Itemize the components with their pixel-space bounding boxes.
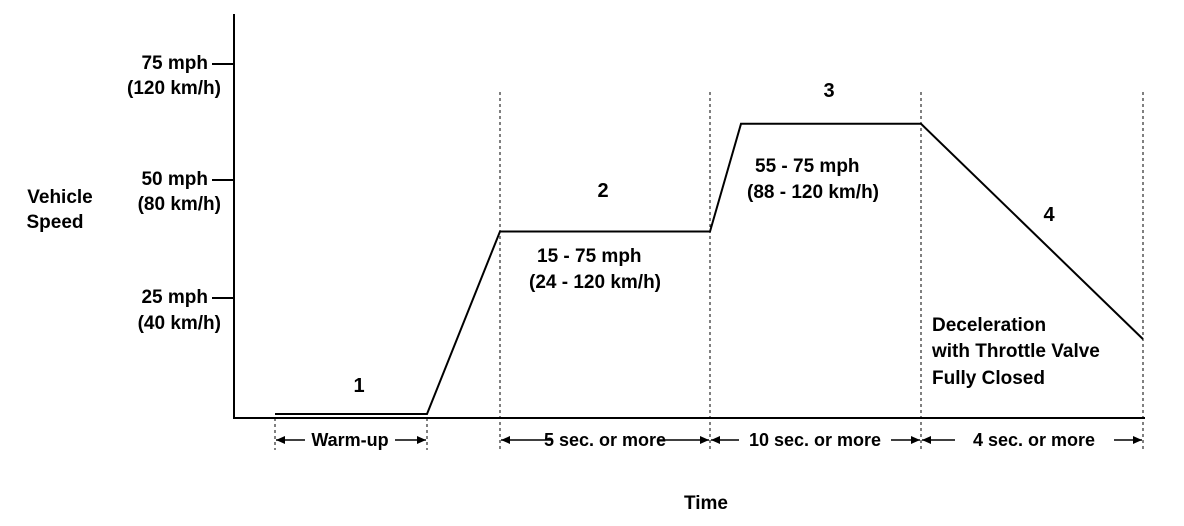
y-axis-label-line-1: Vehicle bbox=[27, 187, 93, 208]
y-tick-50: 50 mph (80 km/h) bbox=[138, 169, 234, 215]
x-axis-label: Time bbox=[684, 493, 728, 514]
duration-arrowhead-right-phase-3 bbox=[911, 436, 920, 444]
duration-label-phase-3: 10 sec. or more bbox=[749, 430, 881, 450]
phase-3-speed-kmh: (88 - 120 km/h) bbox=[747, 182, 879, 203]
duration-label-warmup: Warm-up bbox=[311, 430, 388, 450]
duration-arrowhead-right-phase-4 bbox=[1133, 436, 1142, 444]
phase-4-number: 4 bbox=[1043, 204, 1055, 226]
phase-2-speed-mph: 15 - 75 mph bbox=[537, 246, 642, 267]
y-tick-label-50-mph: 50 mph bbox=[141, 169, 208, 190]
y-tick-75: 75 mph (120 km/h) bbox=[127, 53, 234, 99]
duration-label-phase-4: 4 sec. or more bbox=[973, 430, 1095, 450]
phase-4-description-line-3: Fully Closed bbox=[932, 368, 1045, 389]
phase-2-speed-kmh: (24 - 120 km/h) bbox=[529, 272, 661, 293]
phase-4-description-line-2: with Throttle Valve bbox=[931, 341, 1100, 362]
y-tick-label-75-kmh: (120 km/h) bbox=[127, 78, 221, 99]
phase-1-number: 1 bbox=[353, 375, 364, 397]
duration-arrowhead-left-phase-2 bbox=[501, 436, 510, 444]
duration-arrowhead-left-phase-3 bbox=[711, 436, 720, 444]
duration-label-phase-2: 5 sec. or more bbox=[544, 430, 666, 450]
duration-arrowhead-right-phase-2 bbox=[700, 436, 709, 444]
speed-profile-line bbox=[275, 122, 1144, 415]
duration-arrowhead-right-warmup bbox=[417, 436, 426, 444]
duration-brackets bbox=[276, 436, 1142, 444]
duration-arrowhead-left-phase-4 bbox=[922, 436, 931, 444]
y-tick-label-25-kmh: (40 km/h) bbox=[138, 313, 221, 334]
phase-4-description-line-1: Deceleration bbox=[932, 315, 1046, 336]
phase-3-number: 3 bbox=[823, 80, 834, 102]
y-tick-25: 25 mph (40 km/h) bbox=[138, 287, 234, 334]
y-tick-label-50-kmh: (80 km/h) bbox=[138, 194, 221, 215]
duration-arrowhead-left-warmup bbox=[276, 436, 285, 444]
y-tick-label-25-mph: 25 mph bbox=[141, 287, 208, 308]
y-tick-label-75-mph: 75 mph bbox=[141, 53, 208, 74]
phase-3-speed-mph: 55 - 75 mph bbox=[755, 156, 860, 177]
y-axis-label-line-2: Speed bbox=[26, 212, 83, 233]
phase-2-number: 2 bbox=[597, 180, 608, 202]
